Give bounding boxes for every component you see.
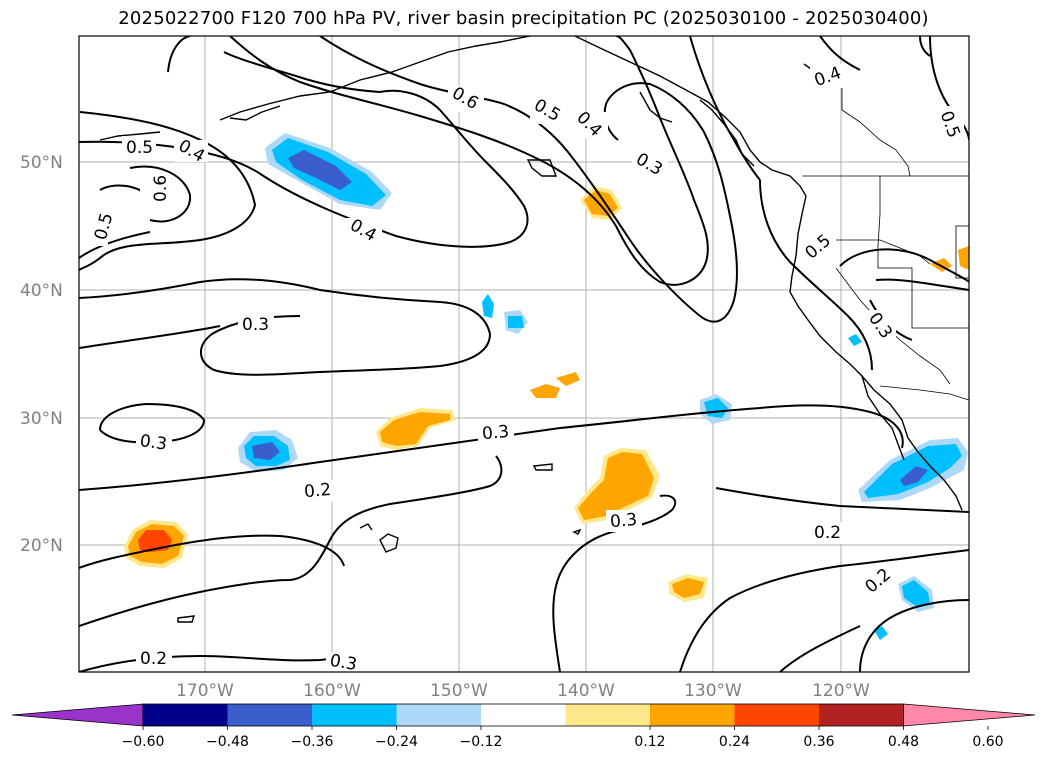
longitude-labels: 170°W 160°W 150°W 140°W 130°W 120°W [176, 681, 870, 701]
contour-label: 0.2 [300, 480, 336, 502]
contour-label: 0.3 [326, 651, 362, 675]
svg-text:0.3: 0.3 [139, 431, 169, 455]
colorbar-tick-label: −0.36 [291, 734, 334, 750]
lon-label: 150°W [430, 681, 488, 701]
svg-text:0.2: 0.2 [303, 480, 332, 502]
contour-label: 0.3 [136, 431, 172, 455]
colorbar-tick-label: 0.60 [972, 734, 1003, 750]
contour-label: 0.6 [448, 83, 484, 114]
latitude-labels: 50°N 40°N 30°N 20°N [20, 153, 63, 556]
svg-text:0.6: 0.6 [151, 175, 171, 202]
colorbar-tick-label: −0.12 [460, 734, 503, 750]
colorbar-segment [734, 704, 819, 726]
map-border [78, 35, 970, 673]
colorbar-segment [819, 704, 904, 726]
contour-label: 0.4 [810, 63, 846, 91]
colorbar-outline [142, 703, 904, 727]
contour-label: 0.5 [800, 231, 836, 263]
colorbar-segment [396, 704, 481, 726]
contour-label: 0.2 [812, 522, 848, 544]
lat-label: 40°N [20, 281, 63, 301]
colorbar-max-extension [903, 703, 1036, 727]
colorbar-tick-label: −0.60 [122, 734, 165, 750]
lon-label: 120°W [812, 681, 870, 701]
lon-label: 160°W [303, 681, 361, 701]
svg-text:0.2: 0.2 [140, 649, 167, 669]
svg-text:0.3: 0.3 [328, 651, 358, 675]
contour-label: 0.3 [632, 149, 668, 180]
lat-label: 30°N [20, 409, 63, 429]
colorbar-segment [481, 704, 566, 726]
colorbar-tick-label: −0.48 [206, 734, 249, 750]
colorbar-min-extension [11, 703, 144, 727]
svg-text:0.3: 0.3 [242, 315, 269, 335]
colorbar-tick-label: 0.48 [888, 734, 919, 750]
negative-anomaly-west-pacific [238, 430, 298, 472]
colorbar-tick-label: −0.24 [375, 734, 418, 750]
colorbar-segment [227, 704, 312, 726]
lat-label: 20°N [20, 536, 63, 556]
colorbar: −0.60 −0.48 −0.36 −0.24 −0.12 0.12 0.24 0.36 0.4… [11, 703, 1036, 750]
colorbar-tick-label: 0.36 [803, 734, 834, 750]
contour-labels: 0.5 0.4 0.6 0.5 0.6 0.5 0.4 0.3 0.4 0.5 … [84, 63, 964, 675]
colorbar-segment [312, 704, 397, 726]
svg-text:0.5: 0.5 [126, 138, 153, 158]
positive-anomaly-hawaii-west [124, 520, 188, 568]
colorbar-segment [565, 704, 650, 726]
contour-label: 0.2 [861, 565, 896, 597]
contour-label: 0.6 [140, 175, 171, 210]
colorbar-tick-label: 0.24 [719, 734, 750, 750]
contour-label: 0.3 [864, 309, 896, 343]
contour-label: 0.3 [606, 510, 642, 532]
colorbar-segment [143, 704, 228, 726]
colorbar-tick-label: 0.12 [634, 734, 665, 750]
lon-label: 140°W [557, 681, 615, 701]
contour-label: 0.4 [346, 215, 382, 246]
contour-label: 0.5 [530, 95, 566, 126]
contour-label: 0.4 [174, 136, 208, 167]
gridlines [79, 36, 969, 672]
svg-text:0.3: 0.3 [609, 510, 638, 532]
map-title: 2025022700 F120 700 hPa PV, river basin … [118, 8, 929, 29]
contour-label: 0.3 [478, 422, 514, 444]
contour-label: 0.3 [238, 314, 274, 336]
colorbar-segment [650, 704, 735, 726]
svg-text:0.2: 0.2 [814, 523, 841, 543]
negative-anomaly-gulf-of-alaska [265, 133, 392, 210]
political-borders [800, 80, 969, 401]
svg-text:0.3: 0.3 [481, 422, 510, 444]
negative-anomaly-baja-california [858, 438, 968, 502]
pv-contours [79, 36, 969, 672]
contour-label: 0.5 [122, 136, 156, 158]
contour-label: 0.2 [136, 648, 172, 670]
positive-anomaly-subtropical [574, 246, 969, 602]
contour-label: 0.4 [572, 108, 608, 141]
lat-label: 50°N [20, 153, 63, 173]
map-panel [79, 36, 969, 672]
negative-anomaly-small-blobs [482, 294, 934, 640]
contour-label: 0.5 [936, 106, 964, 141]
lon-label: 130°W [684, 681, 742, 701]
lon-label: 170°W [176, 681, 234, 701]
